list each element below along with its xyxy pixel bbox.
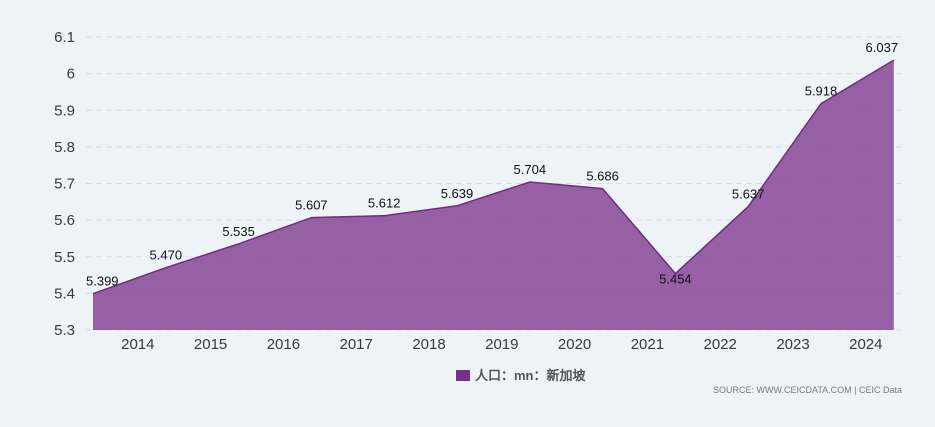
data-label: 5.454 <box>659 272 692 287</box>
y-tick-label: 5.8 <box>54 139 75 156</box>
data-label: 5.639 <box>441 186 474 201</box>
data-label: 5.918 <box>805 84 838 99</box>
area-fill[interactable] <box>93 60 894 330</box>
x-tick-label: 2016 <box>267 336 300 353</box>
data-point[interactable] <box>381 213 387 219</box>
y-axis-ticks: 5.3 5.4 5.5 5.6 5.7 5.8 5.9 6 6.1 <box>54 29 75 339</box>
y-tick-label: 5.5 <box>54 249 75 266</box>
x-tick-label: 2015 <box>194 336 227 353</box>
data-label: 6.037 <box>866 40 899 55</box>
x-tick-label: 2023 <box>776 336 809 353</box>
data-point[interactable] <box>163 265 169 271</box>
legend[interactable]: 人口：mn：新加坡 <box>456 368 587 383</box>
data-point[interactable] <box>745 204 751 210</box>
area-line[interactable] <box>92 59 895 295</box>
data-point[interactable] <box>236 241 242 247</box>
x-tick-label: 2019 <box>485 336 518 353</box>
data-label: 5.399 <box>86 274 119 289</box>
x-axis-ticks: 2014 2015 2016 2017 2018 2019 2020 2021 2022 2023… <box>121 336 882 353</box>
x-tick-label: 2018 <box>412 336 445 353</box>
y-tick-label: 6.1 <box>54 29 75 46</box>
data-point[interactable] <box>600 186 606 192</box>
data-point[interactable] <box>90 291 96 297</box>
data-label: 5.686 <box>586 169 619 184</box>
y-tick-label: 5.6 <box>54 212 75 229</box>
y-tick-label: 5.9 <box>54 102 75 119</box>
x-tick-label: 2017 <box>340 336 373 353</box>
legend-label[interactable]: 人口：mn：新加坡 <box>475 368 587 383</box>
x-tick-label: 2021 <box>631 336 664 353</box>
area-series <box>90 57 897 330</box>
data-label: 5.535 <box>222 224 255 239</box>
y-tick-label: 5.7 <box>54 176 75 193</box>
data-label: 5.470 <box>150 248 183 263</box>
x-tick-label: 2020 <box>558 336 591 353</box>
y-tick-label: 5.4 <box>54 285 75 302</box>
data-point[interactable] <box>308 215 314 221</box>
data-label: 5.612 <box>368 196 401 211</box>
data-point[interactable] <box>891 57 897 63</box>
data-label: 5.637 <box>732 187 765 202</box>
data-labels: 5.399 5.470 5.535 5.607 5.612 5.639 5.704 5.686… <box>86 40 898 289</box>
data-label: 5.704 <box>514 162 547 177</box>
y-tick-label: 5.3 <box>54 322 75 339</box>
y-tick-label: 6 <box>67 66 75 83</box>
legend-swatch[interactable] <box>456 370 470 381</box>
x-tick-label: 2014 <box>121 336 154 353</box>
data-point[interactable] <box>454 203 460 209</box>
data-point[interactable] <box>818 101 824 107</box>
source-credit[interactable]: SOURCE: WWW.CEICDATA.COM | CEIC Data <box>713 385 902 395</box>
data-label: 5.607 <box>295 198 328 213</box>
data-point[interactable] <box>527 179 533 185</box>
x-tick-label: 2022 <box>704 336 737 353</box>
x-tick-label: 2024 <box>849 336 882 353</box>
